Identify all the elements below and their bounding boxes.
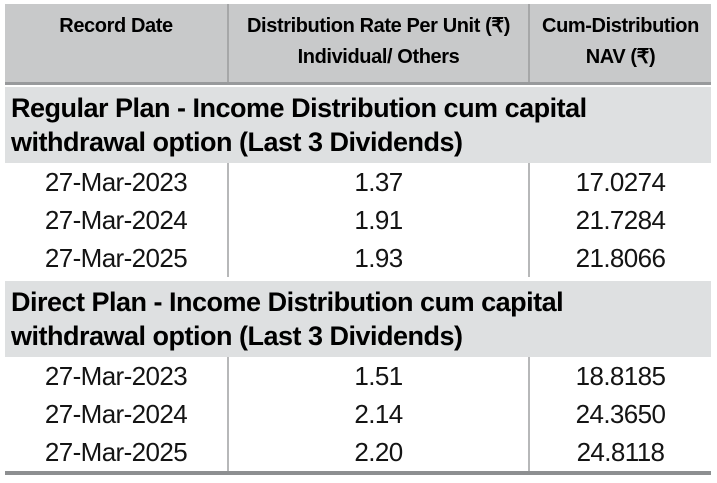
cell-distribution-rate: 1.91 [227, 201, 528, 239]
header-distribution-rate: Distribution Rate Per Unit (₹) Individua… [227, 4, 528, 82]
cell-cum-distribution-nav: 24.3650 [528, 395, 711, 433]
cell-record-date: 27-Mar-2023 [44, 360, 188, 391]
section-title-regular-plan: Regular Plan - Income Distribution cum c… [5, 87, 711, 163]
section-title-direct-plan-text: Direct Plan - Income Distribution cum ca… [11, 287, 564, 351]
header-record-date: Record Date [5, 4, 227, 82]
cell-cum-distribution-nav: 18.8185 [528, 357, 711, 395]
header-cum-distribution-line2: NAV (₹) [585, 46, 656, 68]
cell-distribution-rate: 2.20 [227, 433, 528, 471]
table-row: 27-Mar-2025 2.20 24.8118 [5, 433, 711, 471]
header-cum-distribution-nav: Cum-Distribution NAV (₹) [528, 4, 711, 82]
header-distribution-rate-line1: Distribution Rate Per Unit (₹) [247, 15, 510, 37]
cell-distribution-rate: 2.14 [227, 395, 528, 433]
table-row: 27-Mar-2024 2.14 24.3650 [5, 395, 711, 433]
header-cum-distribution-line1: Cum-Distribution [542, 15, 699, 37]
table-row: 27-Mar-2024 1.91 21.7284 [5, 201, 711, 239]
cell-record-date: 27-Mar-2023 [44, 166, 188, 197]
cell-cum-distribution-nav: 21.7284 [528, 201, 711, 239]
table-row: 27-Mar-2023 1.51 18.8185 [5, 357, 711, 395]
cell-distribution-rate: 1.93 [227, 239, 528, 277]
section-title-regular-plan-text: Regular Plan - Income Distribution cum c… [11, 93, 587, 157]
cell-cum-distribution-nav: 21.8066 [528, 239, 711, 277]
table-row: 27-Mar-2025 1.93 21.8066 [5, 239, 711, 277]
cell-record-date: 27-Mar-2024 [44, 204, 188, 235]
cell-distribution-rate: 1.51 [227, 357, 528, 395]
cell-record-date: 27-Mar-2024 [44, 398, 188, 429]
table-bottom-rule [5, 471, 711, 475]
table-header-row: Record Date Distribution Rate Per Unit (… [5, 4, 711, 85]
cell-record-date: 27-Mar-2025 [44, 242, 188, 273]
header-distribution-rate-line2: Individual/ Others [297, 46, 460, 68]
cell-record-date: 27-Mar-2025 [44, 436, 188, 467]
header-record-date-label: Record Date [59, 15, 173, 37]
section-title-direct-plan: Direct Plan - Income Distribution cum ca… [5, 281, 711, 357]
cell-cum-distribution-nav: 17.0274 [528, 163, 711, 201]
table-row: 27-Mar-2023 1.37 17.0274 [5, 163, 711, 201]
cell-distribution-rate: 1.37 [227, 163, 528, 201]
cell-cum-distribution-nav: 24.8118 [528, 433, 711, 471]
